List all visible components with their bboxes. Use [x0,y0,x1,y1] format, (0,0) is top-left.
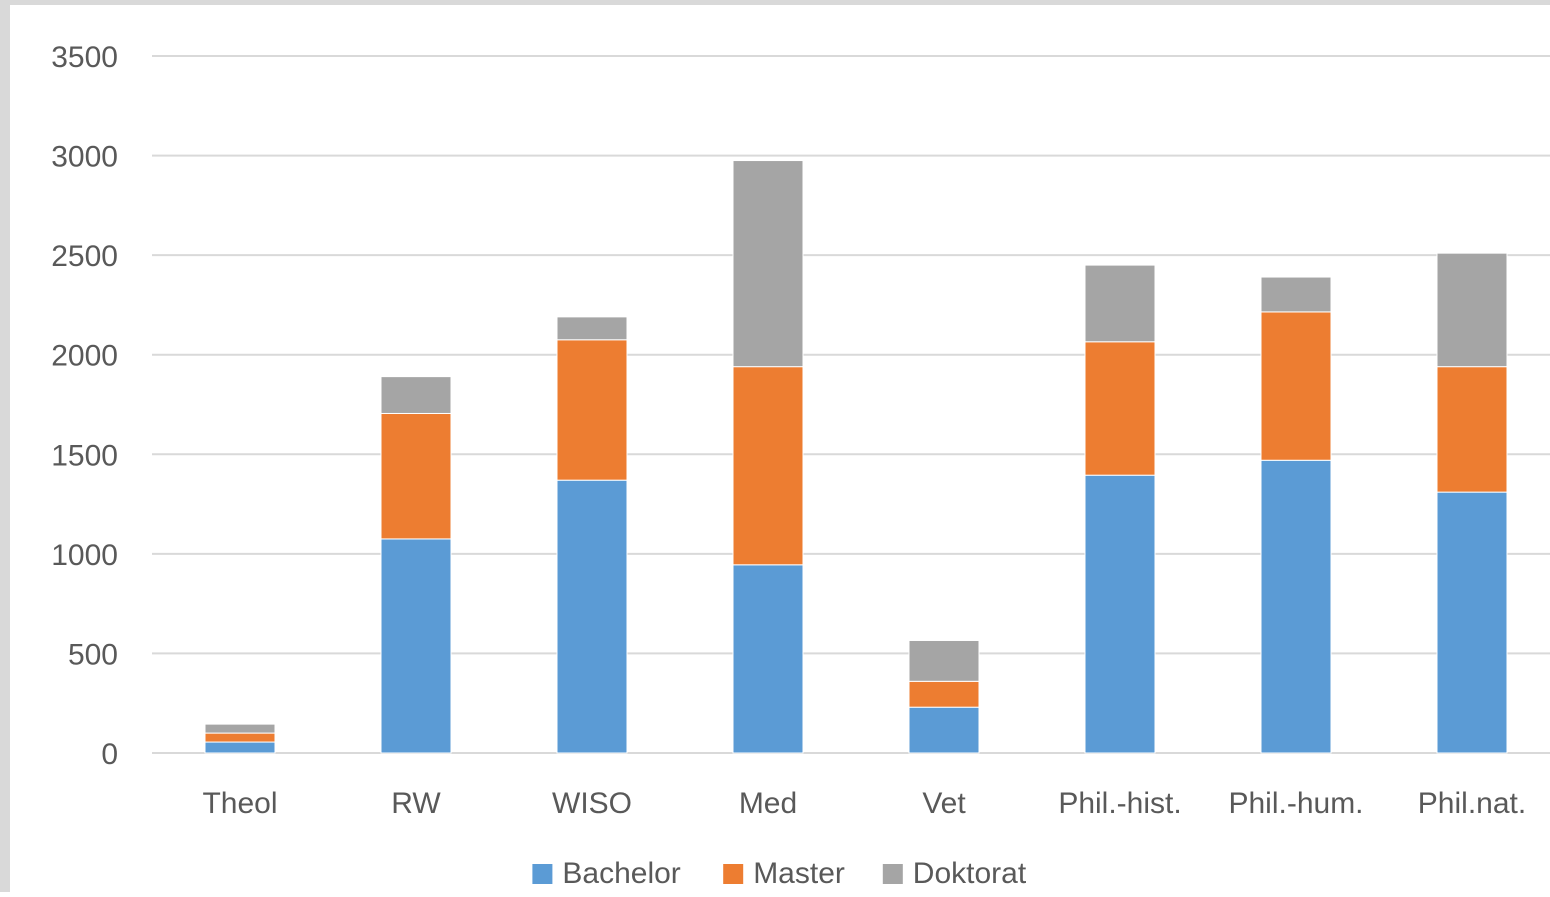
bar-doktorat-phil-hum [1260,276,1332,313]
legend-label: Doktorat [913,857,1027,890]
bar-bachelor-med [732,564,804,754]
bar-master-vet [908,680,980,708]
bar-doktorat-phil-hist [1084,264,1156,343]
bar-stack-wiso [556,316,628,754]
y-tick-label: 2000 [51,340,118,373]
legend: Bachelor Master Doktorat [532,857,1027,890]
bar-bachelor-phil-hist [1084,474,1156,754]
x-tick-label: Med [739,787,797,820]
bar-doktorat-rw [380,376,452,414]
bar-master-rw [380,412,452,540]
legend-item-bachelor: Bachelor [532,857,681,890]
bar-stack-rw [380,376,452,754]
bar-doktorat-theol [204,723,276,734]
x-tick-label: Phil.nat. [1418,787,1526,820]
y-tick-label: 0 [101,738,118,771]
x-tick-label: Phil.-hum. [1228,787,1363,820]
bar-stack-phil-nat [1436,252,1508,754]
bars [204,160,1508,754]
y-tick-label: 2500 [51,240,118,273]
bar-stack-phil-hist [1084,264,1156,754]
bar-doktorat-phil-nat [1436,252,1508,368]
legend-item-master: Master [723,857,845,890]
bar-bachelor-phil-hum [1260,459,1332,754]
legend-swatch-bachelor [532,864,553,884]
bar-master-wiso [556,339,628,481]
legend-swatch-doktorat [882,864,903,884]
bar-bachelor-rw [380,538,452,754]
bar-stack-med [732,160,804,754]
x-axis-tick-labels: Theol RW WISO Med Vet Phil.-hist. Phil.-hum. Ph… [202,787,1526,820]
bar-stack-phil-hum [1260,276,1332,754]
bar-bachelor-wiso [556,479,628,754]
bar-stack-vet [908,639,980,754]
y-tick-label: 3000 [51,141,118,174]
y-tick-label: 500 [68,638,118,671]
legend-label: Master [753,857,845,890]
x-tick-label: Vet [922,787,966,820]
bar-doktorat-wiso [556,316,628,341]
bar-bachelor-theol [204,741,276,754]
y-axis-tick-labels: 0 500 1000 1500 2000 2500 3000 3500 [51,41,118,771]
y-tick-label: 1500 [51,439,118,472]
legend-swatch-master [723,864,744,884]
x-tick-label: Theol [202,787,277,820]
y-tick-label: 3500 [51,41,118,74]
legend-label: Bachelor [562,857,680,890]
x-tick-label: WISO [552,787,632,820]
y-tick-label: 1000 [51,539,118,572]
bar-master-phil-nat [1436,366,1508,493]
bar-bachelor-vet [908,706,980,754]
bar-bachelor-phil-nat [1436,491,1508,754]
bar-master-theol [204,732,276,743]
bar-master-med [732,366,804,566]
bar-master-phil-hist [1084,341,1156,476]
stacked-bar-chart: 0 500 1000 1500 2000 2500 3000 3500 Theol RW WISO… [51,41,1550,890]
bar-master-phil-hum [1260,311,1332,461]
bar-doktorat-vet [908,639,980,682]
x-tick-label: Phil.-hist. [1058,787,1181,820]
bar-doktorat-med [732,160,804,368]
x-tick-label: RW [391,787,441,820]
bar-stack-theol [204,723,276,754]
gridlines [152,55,1550,754]
legend-item-doktorat: Doktorat [882,857,1027,890]
